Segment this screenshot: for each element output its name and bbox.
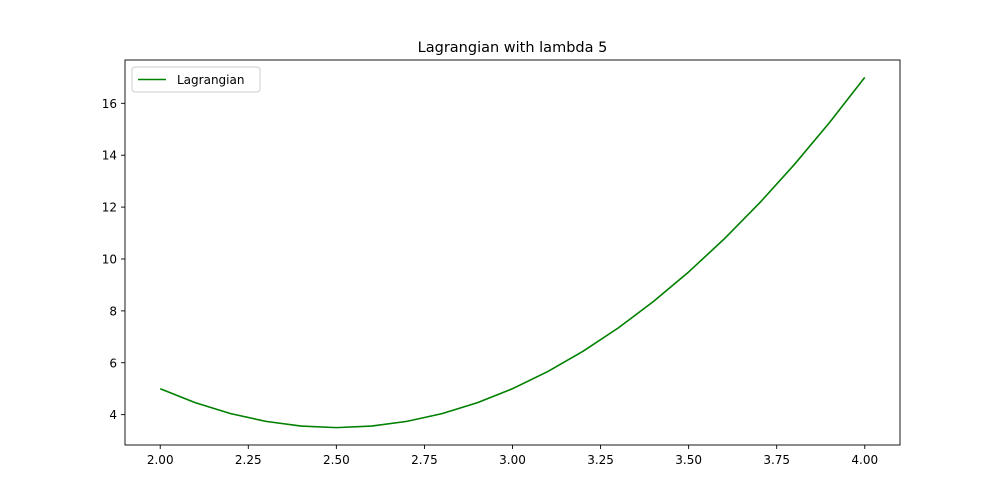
- x-tick-label: 2.25: [235, 453, 262, 467]
- legend-label: Lagrangian: [177, 73, 244, 87]
- series-line-lagrangian: [159, 76, 866, 429]
- y-tick-label: 10: [102, 252, 117, 266]
- x-tick-label: 3.00: [499, 453, 526, 467]
- x-tick-label: 2.50: [323, 453, 350, 467]
- plot-area: 2.00 2.25 2.50 2.75 3.00 3.25 3.50 3.75 4.00 4 6 8 1…: [102, 59, 901, 467]
- y-tick-label: 16: [102, 97, 117, 111]
- x-tick-label: 3.50: [675, 453, 702, 467]
- x-tick-label: 3.75: [763, 453, 790, 467]
- chart-title: Lagrangian with lambda 5: [418, 40, 608, 56]
- y-tick-label: 12: [102, 201, 117, 215]
- legend-box: [131, 66, 261, 93]
- y-tick-label: 6: [109, 356, 117, 370]
- y-tick-label: 4: [109, 408, 117, 422]
- x-tick-label: 2.75: [411, 453, 438, 467]
- y-tick-label: 14: [102, 149, 117, 163]
- x-tick-label: 2.00: [147, 453, 174, 467]
- x-tick-label: 4.00: [851, 453, 878, 467]
- x-tick-label: 3.25: [587, 453, 614, 467]
- y-tick-label: 8: [109, 304, 117, 318]
